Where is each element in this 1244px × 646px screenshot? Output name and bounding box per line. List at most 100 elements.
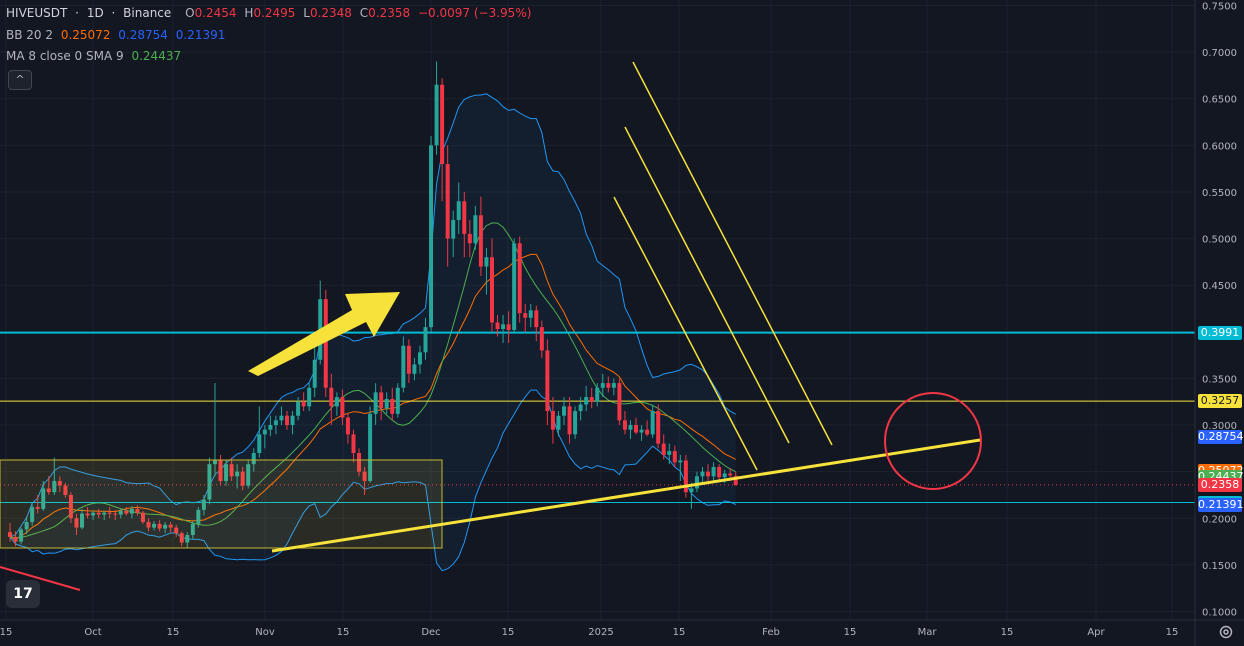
price-tag: 0.3257 xyxy=(1198,394,1242,409)
candle-body xyxy=(639,429,644,433)
candle-body xyxy=(567,406,572,435)
candle-body xyxy=(268,425,273,430)
candle-body xyxy=(440,84,445,164)
x-tick-label: 15 xyxy=(0,627,12,638)
ma-value: 0.24437 xyxy=(131,49,182,63)
candle-body xyxy=(550,411,555,430)
candle-body xyxy=(578,404,583,412)
y-tick-label: 0.1500 xyxy=(1202,561,1237,572)
candle-body xyxy=(190,523,195,536)
candle-body xyxy=(689,488,694,493)
x-tick-label: Mar xyxy=(918,627,938,638)
candle-body xyxy=(611,383,616,388)
candle-body xyxy=(390,398,395,414)
candle-body xyxy=(201,499,206,510)
bb-upper-value: 0.28754 xyxy=(118,28,168,42)
candle-body xyxy=(672,451,677,463)
candle-body xyxy=(13,536,18,542)
candle-body xyxy=(473,215,478,244)
candle-body xyxy=(645,429,650,435)
candle-body xyxy=(301,401,306,407)
candle-body xyxy=(595,387,600,402)
candle-body xyxy=(113,513,118,515)
interval[interactable]: 1D xyxy=(86,6,104,20)
candle-body xyxy=(368,413,373,481)
y-tick-label: 0.1000 xyxy=(1202,607,1237,618)
candle-body xyxy=(212,460,217,465)
price-tag: 0.21391 xyxy=(1198,498,1244,513)
x-tick-label: 15 xyxy=(844,627,857,638)
bb-legend[interactable]: BB 20 2 0.25072 0.28754 0.21391 xyxy=(6,28,229,42)
candle-body xyxy=(700,471,705,477)
separator: · xyxy=(111,6,116,20)
highlight-circle xyxy=(884,392,982,490)
candle-body xyxy=(323,299,328,388)
candle-body xyxy=(589,397,594,402)
y-tick-label: 0.5000 xyxy=(1202,235,1237,246)
candle-body xyxy=(495,322,500,330)
candle-body xyxy=(667,451,672,455)
candle-body xyxy=(285,415,289,426)
candle-body xyxy=(412,364,417,374)
candle-body xyxy=(628,425,633,430)
candle-body xyxy=(24,521,29,530)
candle-body xyxy=(545,350,550,412)
candle-body xyxy=(484,257,489,267)
candle-body xyxy=(634,425,639,433)
candle-body xyxy=(240,471,245,486)
candle-body xyxy=(246,464,251,486)
x-tick-label: 15 xyxy=(167,627,180,638)
candle-body xyxy=(423,327,428,353)
y-tick-label: 0.3500 xyxy=(1202,374,1237,385)
x-tick-label: 15 xyxy=(502,627,515,638)
symbol[interactable]: HIVEUSDT xyxy=(6,6,68,20)
candle-body xyxy=(406,345,411,374)
candle-body xyxy=(506,324,511,330)
drawings xyxy=(0,61,982,591)
candle-body xyxy=(135,508,140,513)
candle-body xyxy=(556,415,561,430)
channel-line-mid xyxy=(624,126,790,444)
close-label: C xyxy=(359,6,369,20)
candle-body xyxy=(235,471,240,477)
x-tick-label: 15 xyxy=(673,627,686,638)
candle-body xyxy=(74,518,79,528)
candle-body xyxy=(124,510,129,514)
collapse-legend-button[interactable]: ^ xyxy=(8,70,32,90)
candle-body xyxy=(523,313,528,318)
candle-body xyxy=(273,420,278,426)
candle-body xyxy=(678,460,683,463)
tradingview-logo[interactable]: 17 xyxy=(6,580,40,608)
candle-body xyxy=(562,406,566,416)
candle-body xyxy=(140,512,145,522)
bb-lower-value: 0.21391 xyxy=(175,28,226,42)
candle-body xyxy=(384,398,389,409)
downtrend-line xyxy=(0,566,81,591)
high-value: 0.2495 xyxy=(253,6,296,20)
candle-body xyxy=(694,476,699,489)
y-tick-label: 0.2000 xyxy=(1202,514,1237,525)
ma-legend[interactable]: MA 8 close 0 SMA 9 0.24437 xyxy=(6,49,185,63)
exchange: Binance xyxy=(123,6,172,20)
open-label: O xyxy=(185,6,195,20)
candle-body xyxy=(174,527,179,534)
candle-body xyxy=(650,411,655,435)
gear-icon[interactable] xyxy=(1218,624,1234,640)
price-tag: 0.28754 xyxy=(1198,429,1244,444)
y-tick-label: 0.3000 xyxy=(1202,421,1237,432)
candles xyxy=(8,61,738,549)
candle-body xyxy=(129,508,134,514)
candle-body xyxy=(19,529,24,542)
x-tick-label: Nov xyxy=(255,627,275,638)
candle-body xyxy=(146,521,151,528)
candle-body xyxy=(91,512,96,516)
candle-body xyxy=(489,257,494,323)
candle-body xyxy=(661,443,666,455)
bb-fill xyxy=(10,93,736,571)
candle-body xyxy=(296,401,301,416)
candle-body xyxy=(257,434,262,454)
candle-body xyxy=(262,429,267,435)
candle-body xyxy=(357,453,362,472)
candle-body xyxy=(733,475,738,485)
